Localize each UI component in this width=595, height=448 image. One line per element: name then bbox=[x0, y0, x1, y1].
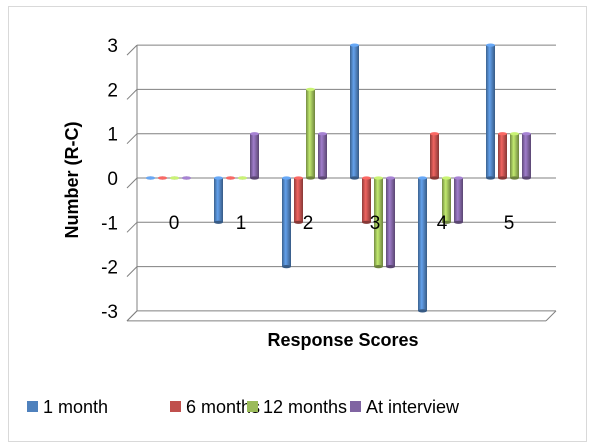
category-label: 4 bbox=[437, 213, 448, 234]
legend-label: 12 months bbox=[263, 397, 347, 417]
bar bbox=[250, 132, 259, 180]
bar bbox=[182, 176, 191, 180]
bar bbox=[350, 43, 359, 180]
legend-swatch bbox=[170, 401, 181, 412]
legend-label: 6 months bbox=[186, 397, 260, 417]
bar bbox=[498, 132, 507, 180]
bar bbox=[158, 176, 167, 180]
bar bbox=[362, 176, 371, 224]
legend-item: 6 months bbox=[170, 397, 260, 417]
legend-item: At interview bbox=[350, 397, 460, 417]
y-tick-label: 3 bbox=[107, 36, 118, 57]
bar bbox=[374, 176, 383, 269]
bar bbox=[522, 132, 531, 180]
bar bbox=[282, 176, 291, 269]
bar bbox=[454, 176, 463, 224]
y-tick-label: -1 bbox=[101, 213, 118, 234]
legend-item: 12 months bbox=[247, 397, 347, 417]
bars bbox=[146, 43, 531, 313]
legend: 1 month 6 months 12 months At interview bbox=[27, 397, 460, 417]
y-tick-label: 2 bbox=[107, 80, 118, 101]
category-label: 1 bbox=[236, 213, 247, 234]
legend-swatch bbox=[350, 401, 361, 412]
category-label: 2 bbox=[303, 213, 314, 234]
bar bbox=[386, 176, 395, 269]
legend-swatch bbox=[247, 401, 258, 412]
legend-label: At interview bbox=[366, 397, 460, 417]
legend-item: 1 month bbox=[27, 397, 108, 417]
legend-label: 1 month bbox=[43, 397, 108, 417]
x-axis-title: Response Scores bbox=[267, 330, 418, 350]
bar bbox=[170, 176, 179, 180]
y-tick-label: -2 bbox=[101, 258, 118, 279]
legend-swatch bbox=[27, 401, 38, 412]
bar bbox=[306, 87, 315, 180]
bar bbox=[430, 132, 439, 180]
bar bbox=[318, 132, 327, 180]
bar bbox=[294, 176, 303, 224]
bar bbox=[486, 43, 495, 180]
y-tick-labels: -3 -2 -1 0 1 2 3 bbox=[101, 36, 118, 323]
y-tick-label: 1 bbox=[107, 125, 118, 146]
category-label: 3 bbox=[370, 213, 381, 234]
bar bbox=[214, 176, 223, 224]
category-label: 0 bbox=[169, 213, 180, 234]
y-tick-label: 0 bbox=[107, 169, 118, 190]
y-axis-title: Number (R-C) bbox=[62, 122, 82, 239]
bar bbox=[442, 176, 451, 224]
bar bbox=[146, 176, 155, 180]
bar bbox=[510, 132, 519, 180]
bar bbox=[418, 176, 427, 313]
category-labels: 0 1 2 3 4 5 bbox=[169, 213, 515, 234]
bar bbox=[226, 176, 235, 180]
bar bbox=[238, 176, 247, 180]
y-tick-label: -3 bbox=[101, 302, 118, 323]
category-label: 5 bbox=[504, 213, 515, 234]
